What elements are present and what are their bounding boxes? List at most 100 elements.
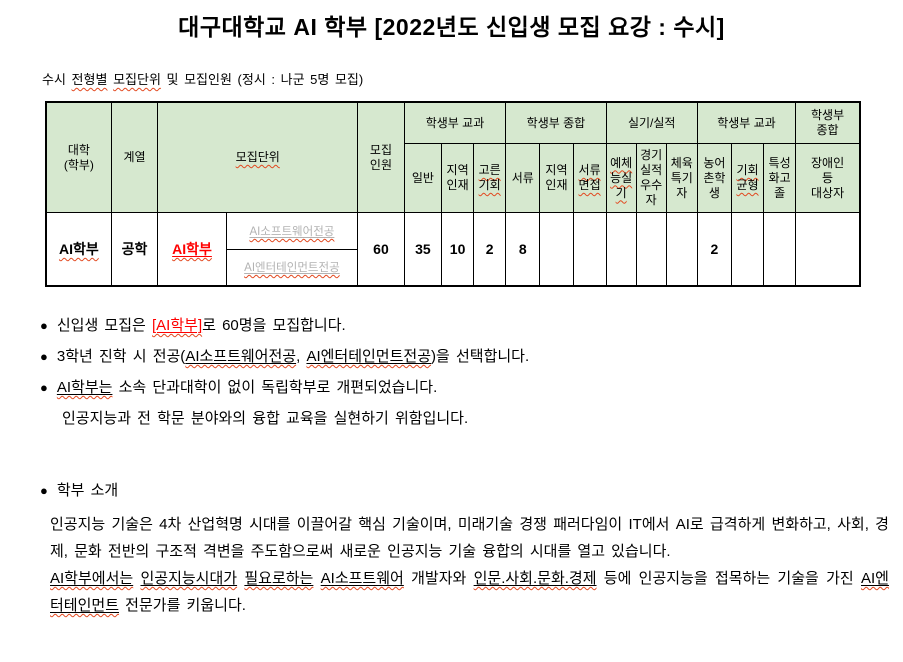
cell-document-interview	[572, 212, 607, 287]
page-title: 대구대학교 AI 학부 [2022년도 신입생 모집 요강 : 수시]	[178, 14, 725, 40]
bullet1-post: 로 60명을 모집합니다.	[202, 317, 346, 334]
subtitle-text: 수시	[42, 72, 72, 87]
cell-college: AI학부	[45, 212, 112, 287]
p2-underline4: AI소프트웨어	[321, 570, 404, 587]
bullet3-continuation: 인공지능과 전 학문 분야와의 융합 교육을 실현하기 위함입니다.	[62, 410, 469, 427]
intro-paragraph-1: 인공지능 기술은 4차 산업혁명 시대를 이끌어갈 핵심 기술이며, 미래기술 …	[50, 516, 889, 560]
cell-unit-highlight: AI학부	[172, 241, 212, 257]
header-vocational-grad: 특성 화고 졸	[763, 143, 797, 213]
bullet1-pre: 신입생 모집은	[56, 317, 152, 334]
admission-table-wrap: 대학 (학부) 계열 모집단위 모집 인원 학생부 교과 학생부 종합 실기/실…	[45, 101, 903, 287]
header-general: 일반	[403, 143, 443, 213]
bullet2-major1: AI소프트웨어전공	[185, 348, 297, 365]
cell-regional1: 10	[441, 212, 475, 287]
cell-majors: AI소프트웨어전공 AI엔터테인먼트전공	[225, 212, 359, 287]
table-row: AI학부 공학 AI학부 AI소프트웨어전공 AI엔터테인먼트전공 60 35 …	[45, 212, 861, 287]
header-group-gyogwa1: 학생부 교과	[403, 101, 507, 144]
header-documents: 서류	[505, 143, 541, 213]
bullet-item-intro-heading: ● 학부 소개	[40, 480, 903, 502]
cell-disabled	[795, 212, 861, 287]
bullet1-red-label: [AI학부]	[152, 317, 203, 334]
major-row-1: AI소프트웨어전공	[226, 214, 358, 250]
bullet3-post: 소속 단과대학이 없이 독립학부로 개편되었습니다.	[112, 379, 438, 396]
subtitle-text: 및 모집인원 (정시 : 나군 5명 모집)	[160, 72, 364, 87]
majors-split: AI소프트웨어전공 AI엔터테인먼트전공	[226, 214, 358, 285]
cell-unit: AI학부	[157, 212, 227, 287]
header-group-gyogwa2: 학생부 교과	[696, 101, 797, 144]
header-equal-opportunity: 고른 기회	[473, 143, 507, 213]
cell-field: 공학	[110, 212, 159, 287]
cell-rural-student: 2	[696, 212, 732, 287]
cell-regional2	[539, 212, 574, 287]
bullet2-underline1: AI소프트웨어전공	[185, 348, 296, 365]
header-group-jonghap1: 학생부 종합	[505, 101, 607, 144]
p2-underline3: 필요로하는	[244, 570, 313, 587]
subtitle-flagged-word: 모집단위	[113, 72, 161, 87]
cell-unit-label: AI학부	[172, 241, 212, 257]
header-unit: 모집단위	[157, 101, 359, 213]
major2-underline: AI엔터테인먼트전공	[244, 259, 340, 275]
cell-quota: 60	[357, 212, 405, 287]
bullet-list: ● 신입생 모집은 [AI학부]로 60명을 모집합니다. ● 3학년 진학 시…	[40, 315, 903, 502]
cell-general: 35	[403, 212, 443, 287]
bullet3-word: AI학부는	[56, 379, 113, 396]
major-row-2: AI엔터테인먼트전공	[227, 250, 358, 285]
cell-sports-talent	[665, 212, 698, 287]
header-quota: 모집 인원	[357, 101, 405, 213]
p2-sep6: 전문가를 키웁니다.	[119, 597, 246, 614]
cell-vocational-grad	[763, 212, 797, 287]
intro-paragraph-2: AI학부에서는 인공지능시대가 필요로하는 AI소프트웨어 개발자와 인문.사회…	[50, 565, 889, 619]
p2-word2: 인공지능시대가	[140, 570, 238, 587]
header-opportunity-balance-label: 기회 균형	[736, 163, 759, 192]
bullet-text: AI학부는 소속 단과대학이 없이 독립학부로 개편되었습니다.	[57, 377, 437, 399]
p2-word6: AI엔터테인먼트	[50, 570, 889, 614]
header-rural-student: 농어 촌학 생	[696, 143, 732, 213]
cell-opportunity-balance	[730, 212, 765, 287]
bullet-item-independent: ● AI학부는 소속 단과대학이 없이 독립학부로 개편되었습니다.	[40, 377, 903, 399]
section-heading: 학부 소개	[56, 482, 119, 499]
p2-underline6: AI엔터테인먼트	[50, 570, 889, 614]
header-unit-label: 모집단위	[235, 150, 280, 164]
header-competition-record: 경기 실적 우수 자	[635, 143, 667, 213]
major1-label: AI소프트웨어전공	[249, 226, 335, 238]
p2-underline2: 인공지능시대가	[140, 570, 237, 587]
bullet-icon: ●	[40, 318, 48, 333]
bullet-item-major-choice: ● 3학년 진학 시 전공(AI소프트웨어전공, AI엔터테인먼트전공)을 선택…	[40, 346, 903, 368]
header-field: 계열	[110, 101, 159, 213]
p2-word1: AI학부에서는	[50, 570, 134, 587]
p2-sep5: 등에 인공지능을 접목하는 기술을 가진	[596, 570, 861, 587]
header-arts-practical: 예체 능실 기	[605, 143, 637, 213]
header-document-interview: 서류 면접	[572, 143, 607, 213]
subtitle: 수시 전형별 모집단위 및 모집인원 (정시 : 나군 5명 모집)	[42, 69, 903, 88]
bullet2-underline2: AI엔터테인먼트전공	[306, 348, 431, 365]
bullet2-major2: AI엔터테인먼트전공	[306, 348, 432, 365]
p2-underline5: 인문.사회.문화.경제	[474, 570, 597, 587]
header-regional1: 지역 인재	[441, 143, 475, 213]
header-sports-talent: 체육 특기 자	[665, 143, 698, 213]
bullet-icon: ●	[40, 380, 48, 395]
cell-college-label: AI학부	[58, 241, 99, 257]
p2-sep3	[313, 570, 320, 587]
subtitle-flagged-word: 전형별	[71, 72, 108, 87]
bullet-item-recruit: ● 신입생 모집은 [AI학부]로 60명을 모집합니다.	[40, 315, 903, 337]
cell-equal-opportunity: 2	[473, 212, 507, 287]
bullet-icon: ●	[40, 483, 48, 498]
bullet-text: 3학년 진학 시 전공(AI소프트웨어전공, AI엔터테인먼트전공)을 선택합니…	[57, 346, 529, 368]
header-group-jonghap2: 학생부 종합	[795, 101, 861, 144]
header-equal-opportunity-label: 고른 기회	[478, 163, 501, 192]
p2-word5: 인문.사회.문화.경제	[473, 570, 597, 587]
header-document-interview-label: 서류 면접	[578, 163, 601, 192]
major2-label: AI엔터테인먼트전공	[244, 262, 340, 274]
major1-underline: AI소프트웨어전공	[249, 223, 334, 239]
bullet1-highlight: [AI학부]	[152, 317, 202, 334]
bullet2-post: )을 선택합니다.	[431, 348, 530, 365]
cell-documents: 8	[505, 212, 541, 287]
header-arts-practical-label: 예체 능실 기	[610, 155, 633, 200]
header-disabled: 장애인 등 대상자	[795, 143, 861, 213]
admission-table: 대학 (학부) 계열 모집단위 모집 인원 학생부 교과 학생부 종합 실기/실…	[45, 101, 861, 287]
p2-sep4: 개발자와	[403, 570, 474, 587]
bullet-text: 신입생 모집은 [AI학부]로 60명을 모집합니다.	[57, 315, 346, 337]
p2-underline1: AI학부에서는	[50, 570, 133, 587]
header-group-silgi: 실기/실적	[605, 101, 698, 144]
